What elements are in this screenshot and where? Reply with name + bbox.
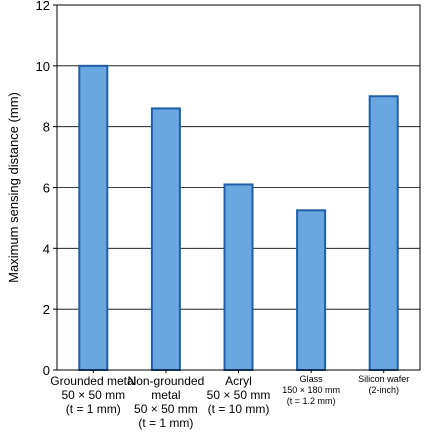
y-tick-label: 6 bbox=[43, 181, 50, 196]
y-tick-label: 2 bbox=[43, 302, 50, 317]
x-category-label: Glass bbox=[300, 374, 324, 384]
y-axis-label: Maximum sensing distance (mm) bbox=[6, 92, 21, 283]
bar bbox=[368, 95, 399, 371]
x-category-label: (t = 1 mm) bbox=[66, 402, 121, 416]
x-category-label: Acryl bbox=[225, 374, 252, 388]
y-tick-label: 8 bbox=[43, 120, 50, 135]
x-category-label: (t = 1 mm) bbox=[138, 416, 193, 430]
x-category-label: 50 × 50 mm bbox=[207, 388, 271, 402]
y-tick-label: 10 bbox=[36, 59, 50, 74]
x-category-label: Non-grounded bbox=[128, 374, 205, 388]
x-category-label: 50 × 50 mm bbox=[134, 402, 198, 416]
y-tick-label: 0 bbox=[43, 363, 50, 378]
y-tick-label: 4 bbox=[43, 241, 50, 256]
x-category-label: (t = 10 mm) bbox=[208, 402, 270, 416]
bars bbox=[78, 64, 399, 372]
x-category-label: (2-inch) bbox=[368, 385, 399, 395]
x-category-label: (t = 1.2 mm) bbox=[287, 396, 336, 406]
y-tick-labels: 0 2 4 6 8 10 12 bbox=[36, 0, 57, 378]
x-category-label: Silicon wafer bbox=[358, 374, 409, 384]
bar bbox=[223, 183, 254, 371]
x-category-label: Grounded metal bbox=[50, 374, 136, 388]
bar bbox=[296, 209, 327, 371]
x-category-label: 50 × 50 mm bbox=[61, 388, 125, 402]
x-category-label: metal bbox=[151, 388, 180, 402]
x-category-label: 150 × 180 mm bbox=[282, 385, 340, 395]
y-tick-label: 12 bbox=[36, 0, 50, 13]
bar bbox=[150, 107, 181, 372]
bar bbox=[78, 64, 109, 371]
